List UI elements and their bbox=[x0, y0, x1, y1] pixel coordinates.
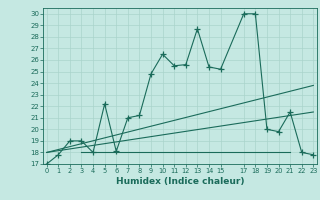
X-axis label: Humidex (Indice chaleur): Humidex (Indice chaleur) bbox=[116, 177, 244, 186]
